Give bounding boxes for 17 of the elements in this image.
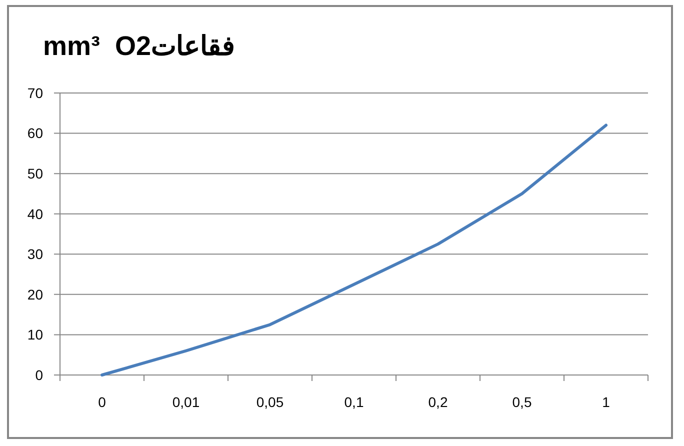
x-tick-label: 0,1 [344, 394, 364, 410]
y-tick-label: 10 [27, 326, 44, 343]
y-tick-label: 20 [27, 286, 44, 302]
x-tick-label: 0,01 [172, 394, 200, 410]
y-tick-label: 50 [27, 165, 44, 182]
line-series [100, 124, 608, 376]
chart-title: mm³ O2فقاعات [43, 31, 236, 61]
x-tick-label: 0,5 [512, 394, 532, 410]
y-tick-label: 70 [27, 84, 44, 101]
y-tick-label: 40 [27, 206, 44, 222]
x-tick-label: 1 [602, 394, 610, 410]
x-tick-label: 0,05 [256, 394, 284, 410]
y-tick-label: 60 [27, 125, 44, 142]
y-tick-label: 0 [35, 366, 44, 383]
x-tick-label: 0,2 [428, 394, 448, 410]
x-tick-label: 0 [98, 394, 106, 410]
y-tick-label: 30 [27, 246, 44, 262]
